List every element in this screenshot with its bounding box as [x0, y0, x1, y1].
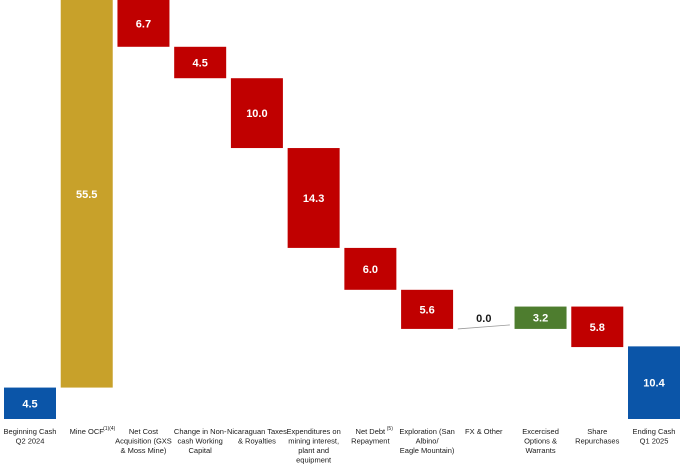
bar-4-nicaraguan-taxes-royalties [230, 78, 283, 149]
bar-7-exploration-san-albino-eagle-mountain [401, 289, 454, 329]
bar-value-label-7-exploration-san-albino-eagle-mountain: 5.6 [419, 304, 434, 316]
bar-value-label-8-fx-other: 0.0 [476, 313, 491, 325]
category-label-3-change-in-non-cash-working-capital: Change in Non-cash Working Capital [174, 427, 227, 455]
bar-9-excercised-options-warrants [514, 306, 567, 329]
bar-6-net-debt-repayment [344, 247, 397, 290]
chart-bars: 4.5 55.5 6.7 4.5 10.0 14.3 6.0 5.6 0.0 3.2 5.8 10.4 [4, 0, 680, 419]
bar-8-fx-other [457, 324, 510, 330]
chart-category-labels: Beginning Cash Q2 2024 Mine OCF (1)(4) Net C… [4, 426, 676, 465]
category-label-0-beginning-cash-q2-2024: Beginning Cash Q2 2024 [4, 427, 57, 446]
category-label-5-expenditures-on-mining-interest-plant-and-equipment: Expenditures on mining interest, plant and… [287, 427, 341, 465]
category-superscript-1-mine-ocf: (1)(4) [103, 426, 116, 432]
bar-value-label-6-net-debt-repayment: 6.0 [363, 264, 378, 276]
bar-value-label-3-change-in-non-cash-working-capital: 4.5 [193, 58, 208, 70]
bar-5-expenditures-on-mining-interest-plant-and-equipment [287, 148, 340, 248]
bar-value-label-2-net-cost-acquisition-gxs-moss-mine: 6.7 [136, 18, 151, 30]
bar-value-label-0-beginning-cash-q2-2024: 4.5 [22, 398, 37, 410]
category-label-10-share-repurchases: Share Repurchases [575, 427, 619, 446]
bar-3-change-in-non-cash-working-capital [174, 46, 227, 79]
category-superscript-6-net-debt-repayment: (5) [387, 426, 393, 432]
bar-1-mine-ocf [60, 0, 113, 388]
category-label-6-net-debt-repayment: Net Debt Repayment [351, 427, 390, 446]
bar-value-label-5-expenditures-on-mining-interest-plant-and-equipment: 14.3 [303, 193, 324, 205]
bar-value-label-9-excercised-options-warrants: 3.2 [533, 313, 548, 325]
bar-10-share-repurchases [571, 306, 624, 348]
bar-value-label-4-nicaraguan-taxes-royalties: 10.0 [246, 108, 267, 120]
category-label-9-excercised-options-warrants: Excercised Options & Warrants [522, 427, 559, 455]
bar-2-net-cost-acquisition-gxs-moss-mine [117, 0, 170, 47]
category-label-1-mine-ocf: Mine OCF [70, 427, 105, 436]
bar-11-ending-cash-q1-2025 [628, 346, 680, 419]
bar-value-label-1-mine-ocf: 55.5 [76, 189, 97, 201]
category-label-8-fx-other: FX & Other [465, 427, 503, 436]
bar-0-beginning-cash-q2-2024 [4, 387, 56, 419]
category-label-7-exploration-san-albino-eagle-mountain: Exploration (San Albino/Eagle Mountain) [399, 427, 455, 455]
bar-value-label-10-share-repurchases: 5.8 [590, 322, 605, 334]
bar-value-label-11-ending-cash-q1-2025: 10.4 [643, 378, 665, 390]
category-label-11-ending-cash-q1-2025: Ending Cash Q1 2025 [633, 427, 676, 446]
category-label-4-nicaraguan-taxes-royalties: Nicaraguan Taxes & Royalties [227, 427, 287, 446]
category-label-2-net-cost-acquisition-gxs-moss-mine: Net Cost Acquisition (GXS & Moss Mine) [115, 427, 172, 455]
